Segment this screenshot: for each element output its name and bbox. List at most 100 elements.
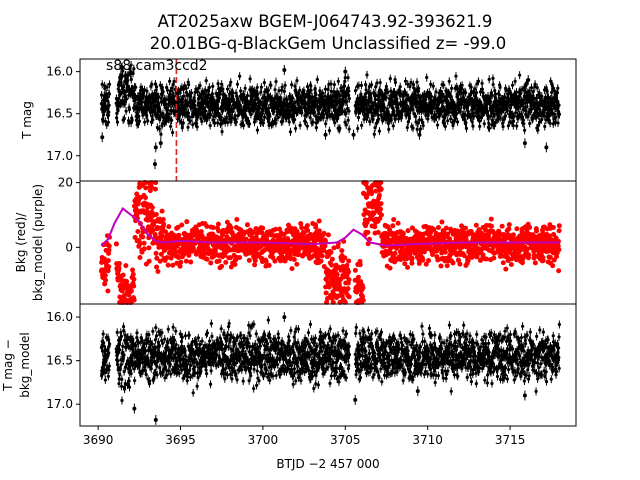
top-panel-point — [446, 119, 450, 123]
top-panel-point — [216, 121, 220, 125]
top-panel-point — [219, 115, 223, 119]
top-panel-point — [303, 120, 308, 124]
top-panel-outlier-point — [129, 120, 134, 125]
top-panel-point — [203, 88, 207, 92]
top-panel-point — [416, 86, 421, 91]
top-panel-point — [512, 115, 516, 119]
middle-panel-bkg-point — [161, 221, 167, 227]
top-panel-point — [534, 96, 539, 100]
top-panel-point — [295, 79, 299, 83]
top-panel-point — [556, 86, 560, 90]
top-panel-point — [321, 113, 326, 117]
top-panel-point — [505, 109, 509, 113]
top-panel-point — [294, 126, 298, 131]
top-panel-point — [431, 84, 435, 88]
top-panel-point — [144, 95, 149, 99]
top-panel-point — [122, 116, 126, 121]
top-panel-point — [442, 83, 446, 87]
top-panel-point — [194, 87, 198, 91]
top-panel-point — [344, 123, 348, 127]
top-panel-point — [283, 101, 287, 105]
top-panel-point — [207, 93, 211, 97]
top-panel-point — [414, 114, 418, 119]
top-panel-point — [259, 100, 263, 104]
top-panel-outlier-point — [417, 132, 422, 137]
top-panel-point — [208, 123, 212, 128]
top-panel-point — [229, 80, 233, 84]
top-panel-point — [282, 89, 286, 93]
top-panel-point — [272, 110, 276, 114]
middle-panel-bkg-point — [135, 229, 141, 235]
top-panel-point — [143, 120, 147, 124]
middle-panel-bkg-point — [123, 263, 129, 269]
top-panel-point — [137, 119, 141, 123]
top-panel-point — [106, 99, 110, 103]
top-panel-point — [529, 86, 534, 90]
top-panel-outlier-point — [153, 145, 158, 150]
top-panel-point — [161, 90, 165, 94]
top-panel-point — [336, 79, 340, 83]
top-panel-point — [490, 93, 494, 97]
top-panel-point — [375, 81, 379, 85]
top-panel-point — [178, 91, 182, 95]
top-panel-point — [332, 83, 336, 87]
top-panel-outlier-point — [158, 141, 163, 146]
top-panel-point — [238, 74, 242, 78]
top-panel-point — [540, 94, 544, 98]
top-panel-point — [239, 89, 243, 93]
top-panel-point — [189, 91, 193, 95]
top-panel-point — [387, 127, 391, 131]
middle-panel-bkg-point — [131, 276, 137, 282]
middle-panel-bkg-point — [102, 273, 108, 279]
middle-panel-bkg-point — [152, 186, 158, 192]
top-panel-point — [429, 94, 434, 99]
top-panel-point — [487, 121, 491, 126]
top-panel-point — [369, 83, 374, 87]
top-panel-point — [474, 91, 479, 95]
middle-panel-bkg-point — [160, 217, 166, 223]
top-panel-point — [259, 85, 263, 89]
top-panel-point — [377, 129, 382, 133]
middle-panel-bkg-point — [140, 234, 146, 240]
middle-panel-bkg-point — [153, 250, 159, 256]
middle-panel-bkg-point — [105, 288, 111, 294]
top-panel-point — [129, 77, 133, 82]
top-panel-point — [139, 85, 143, 89]
top-panel-point — [384, 96, 388, 100]
middle-panel-bkg-point — [177, 263, 183, 269]
top-panel-point — [471, 124, 475, 128]
top-panel-point — [536, 128, 540, 132]
top-panel-point — [120, 74, 124, 78]
top-panel-point — [106, 120, 110, 124]
top-panel-point — [225, 87, 230, 91]
top-panel-point — [170, 118, 174, 122]
top-panel-point — [151, 118, 155, 122]
top-panel-point — [510, 83, 515, 87]
top-panel-point — [415, 80, 419, 84]
top-panel-point — [168, 79, 172, 83]
top-panel-point — [557, 112, 561, 116]
top-panel-point — [187, 83, 191, 87]
top-panel-point — [290, 99, 294, 103]
top-panel-point — [216, 82, 220, 86]
top-panel-point — [425, 75, 429, 80]
top-panel-point — [103, 119, 107, 123]
top-panel-point — [415, 127, 419, 131]
top-panel-point — [552, 112, 556, 116]
top-panel-point — [302, 89, 306, 93]
top-panel-point — [183, 83, 187, 88]
top-panel-point — [157, 127, 161, 131]
top-panel-point — [492, 114, 496, 119]
middle-panel-bkg-point — [178, 259, 184, 265]
top-panel-point — [373, 98, 377, 102]
top-panel-point — [458, 110, 462, 114]
top-panel-point — [210, 92, 214, 96]
top-panel-point — [329, 82, 333, 86]
top-panel-point — [525, 105, 529, 109]
top-panel-point — [105, 85, 109, 89]
top-panel-point — [469, 85, 473, 89]
middle-panel-bkg-point — [103, 277, 109, 283]
top-panel-point — [154, 85, 159, 89]
top-panel-point — [266, 88, 270, 92]
top-panel-point — [360, 123, 364, 127]
